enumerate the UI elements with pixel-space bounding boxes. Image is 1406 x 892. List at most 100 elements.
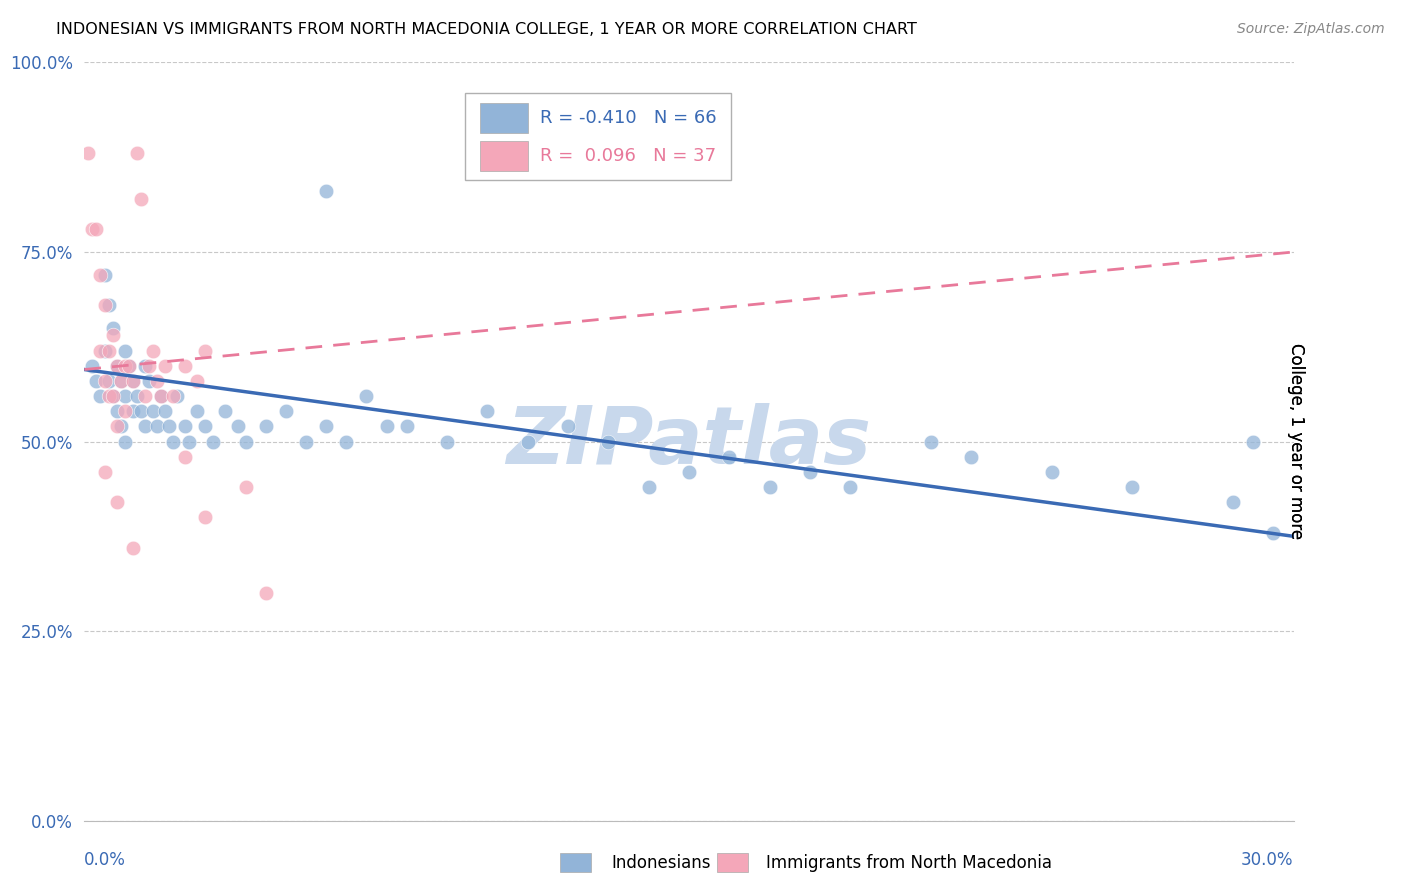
Point [114, 404, 136, 418]
Point [142, 404, 165, 418]
Point [142, 343, 165, 358]
Point [153, 359, 176, 373]
Point [114, 434, 136, 449]
Point [121, 374, 143, 388]
Point [149, 389, 172, 403]
Point [477, 404, 499, 418]
Bar [479, 141, 529, 171]
Point [1121, 480, 1143, 494]
Point [799, 465, 821, 479]
Point [598, 434, 620, 449]
Point [134, 419, 156, 434]
Point [93, 343, 115, 358]
Point [121, 541, 143, 555]
Point [138, 374, 160, 388]
Text: 30.0%: 30.0% [1241, 851, 1294, 869]
Point [105, 404, 128, 418]
Point [97, 389, 120, 403]
Point [110, 374, 132, 388]
Point [274, 404, 297, 418]
Point [105, 359, 128, 373]
Point [146, 419, 169, 434]
Y-axis label: College, 1 year or more: College, 1 year or more [1286, 343, 1305, 540]
Point [186, 374, 208, 388]
FancyBboxPatch shape [465, 93, 731, 180]
Point [1241, 434, 1264, 449]
Point [194, 343, 217, 358]
Point [960, 450, 983, 464]
Point [162, 389, 184, 403]
Point [134, 359, 156, 373]
Point [179, 434, 201, 449]
Point [166, 389, 188, 403]
Point [758, 480, 780, 494]
Point [335, 434, 357, 449]
Point [1263, 525, 1285, 540]
Point [162, 434, 184, 449]
Point [105, 359, 128, 373]
Y-axis label: College, 1 year or more: College, 1 year or more [1286, 343, 1305, 540]
Point [174, 419, 197, 434]
Point [129, 192, 152, 206]
Text: Source: ZipAtlas.com: Source: ZipAtlas.com [1237, 22, 1385, 37]
Point [174, 450, 197, 464]
Point [125, 389, 148, 403]
Point [89, 389, 111, 403]
Point [254, 586, 277, 600]
Point [97, 343, 120, 358]
Point [186, 404, 208, 418]
Point [202, 434, 225, 449]
Point [718, 450, 741, 464]
Point [194, 419, 217, 434]
Point [93, 298, 115, 312]
Point [101, 389, 124, 403]
Point [1222, 495, 1244, 509]
Bar [717, 853, 748, 872]
Point [121, 374, 143, 388]
Point [839, 480, 862, 494]
Point [105, 419, 128, 434]
Point [295, 434, 318, 449]
Point [121, 404, 143, 418]
Point [920, 434, 942, 449]
Point [356, 389, 378, 403]
Text: 0.0%: 0.0% [84, 851, 127, 869]
Text: INDONESIAN VS IMMIGRANTS FROM NORTH MACEDONIA COLLEGE, 1 YEAR OR MORE CORRELATIO: INDONESIAN VS IMMIGRANTS FROM NORTH MACE… [56, 22, 917, 37]
Point [93, 268, 115, 282]
Point [149, 389, 172, 403]
Point [82, 359, 104, 373]
Point [110, 419, 132, 434]
Text: Immigrants from North Macedonia: Immigrants from North Macedonia [766, 855, 1052, 872]
Point [146, 374, 169, 388]
Point [1040, 465, 1063, 479]
Point [235, 480, 257, 494]
Point [157, 419, 180, 434]
Point [214, 404, 236, 418]
Point [97, 374, 120, 388]
Point [114, 343, 136, 358]
Point [375, 419, 398, 434]
Point [174, 359, 197, 373]
Point [101, 328, 124, 343]
Point [637, 480, 659, 494]
Point [678, 465, 700, 479]
Text: ZIPatlas: ZIPatlas [506, 402, 872, 481]
Point [235, 434, 257, 449]
Point [86, 374, 108, 388]
Point [118, 359, 141, 373]
Point [97, 298, 120, 312]
Point [395, 419, 418, 434]
Point [101, 320, 124, 334]
Point [138, 359, 160, 373]
Point [86, 222, 108, 236]
Point [93, 374, 115, 388]
Point [110, 374, 132, 388]
Bar [479, 103, 529, 133]
Point [226, 419, 249, 434]
Text: R = -0.410   N = 66: R = -0.410 N = 66 [540, 109, 717, 127]
Point [89, 343, 111, 358]
Point [315, 419, 337, 434]
Point [105, 495, 128, 509]
Point [315, 184, 337, 198]
Point [125, 146, 148, 161]
